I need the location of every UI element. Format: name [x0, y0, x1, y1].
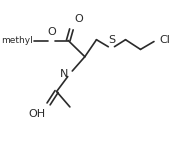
Text: N: N	[59, 69, 68, 79]
Text: O: O	[47, 27, 56, 37]
Text: methyl: methyl	[2, 36, 33, 45]
Text: Cl: Cl	[159, 35, 170, 45]
Text: S: S	[108, 35, 115, 45]
Text: O: O	[74, 14, 83, 24]
Text: OH: OH	[28, 109, 45, 119]
